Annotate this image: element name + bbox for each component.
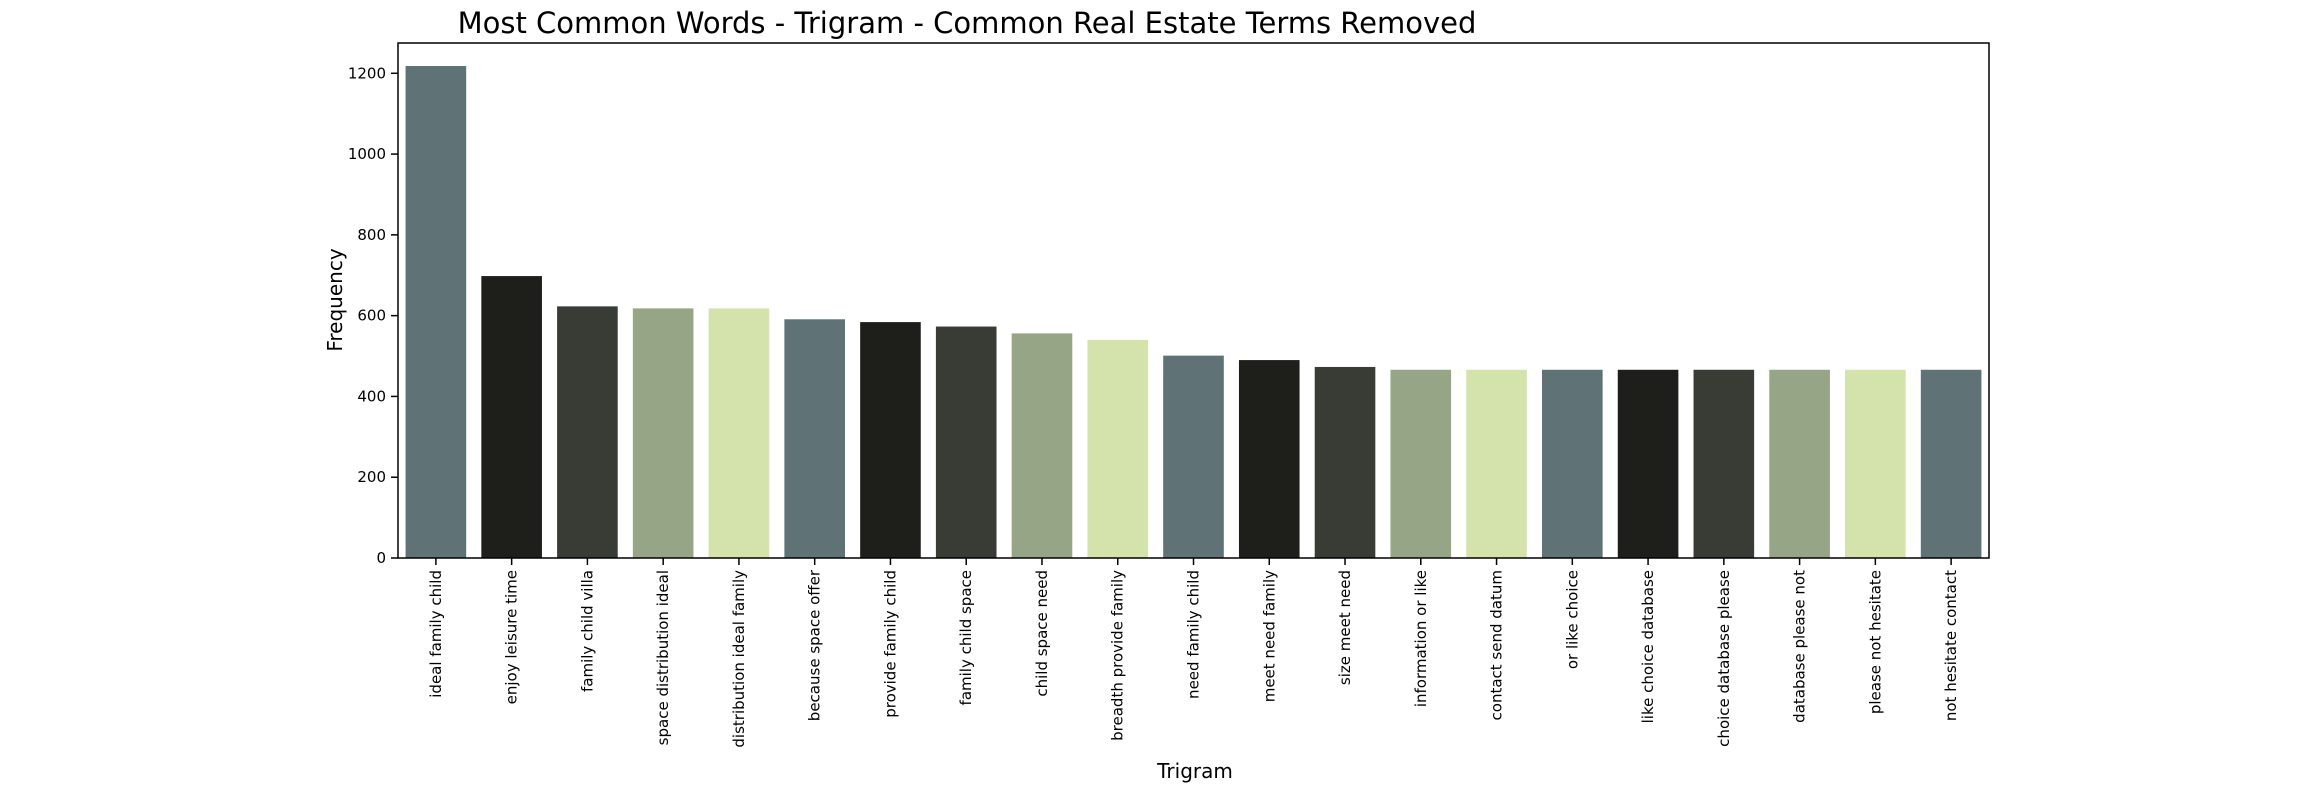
x-tick-label: meet need family — [1260, 570, 1278, 702]
y-tick-label: 200 — [357, 468, 386, 486]
x-tick-label: information or like — [1412, 570, 1430, 707]
x-tick-label: enjoy leisure time — [503, 570, 521, 704]
x-tick-label: need family child — [1185, 570, 1203, 699]
x-tick-label: child space need — [1033, 570, 1051, 697]
bar — [1087, 339, 1149, 558]
x-tick-label: or like choice — [1563, 570, 1581, 669]
bar — [1314, 366, 1376, 558]
x-tick-label: provide family child — [881, 570, 899, 718]
plot-frame — [397, 42, 1990, 559]
bar — [1617, 369, 1679, 558]
bar — [1238, 360, 1300, 558]
y-tick-label: 1200 — [348, 64, 386, 82]
bar — [1693, 369, 1755, 558]
x-tick-label: because space offer — [806, 569, 824, 721]
bar — [860, 322, 921, 558]
y-tick-label: 1000 — [348, 145, 386, 163]
x-tick-label: choice database please — [1715, 570, 1733, 747]
bar — [1011, 333, 1073, 558]
bar — [1769, 369, 1830, 558]
x-tick-label: not hesitate contact — [1942, 570, 1960, 721]
x-tick-label: database please not — [1791, 570, 1809, 723]
bar — [1845, 369, 1906, 558]
bar — [935, 326, 997, 558]
chart-title: Most Common Words - Trigram - Common Rea… — [458, 6, 1477, 40]
bar — [481, 276, 542, 558]
x-tick-label: ideal family child — [427, 570, 445, 698]
x-tick-label: distribution ideal family — [730, 570, 748, 748]
x-axis-label: Trigram — [1156, 759, 1233, 783]
bar — [1390, 369, 1452, 558]
y-tick-label: 800 — [357, 226, 386, 244]
y-tick-label: 600 — [357, 307, 386, 325]
x-tick-label: space distribution ideal — [654, 570, 672, 745]
bar — [1466, 369, 1527, 558]
x-tick-label: contact send datum — [1488, 570, 1506, 720]
bar — [1920, 369, 1982, 558]
y-tick-label: 400 — [357, 387, 386, 405]
x-tick-label: family child villa — [578, 570, 596, 692]
y-axis-label: Frequency — [323, 248, 347, 351]
bar — [557, 306, 618, 558]
x-tick-label: size meet need — [1336, 570, 1354, 685]
bar — [405, 66, 467, 558]
x-tick-label: breadth provide family — [1109, 570, 1127, 741]
bar — [784, 319, 845, 558]
x-tick-label: please not hesitate — [1866, 570, 1884, 714]
y-tick-label: 0 — [376, 549, 386, 567]
x-tick-label: like choice database — [1639, 570, 1657, 723]
plot-area: 0 200 400 600 800 1000 1200 ideal family child e… — [348, 64, 1982, 748]
bar — [1163, 355, 1224, 558]
bar — [1542, 369, 1603, 558]
bar — [708, 308, 770, 558]
bar — [632, 308, 694, 558]
x-tick-label: family child space — [957, 570, 975, 705]
